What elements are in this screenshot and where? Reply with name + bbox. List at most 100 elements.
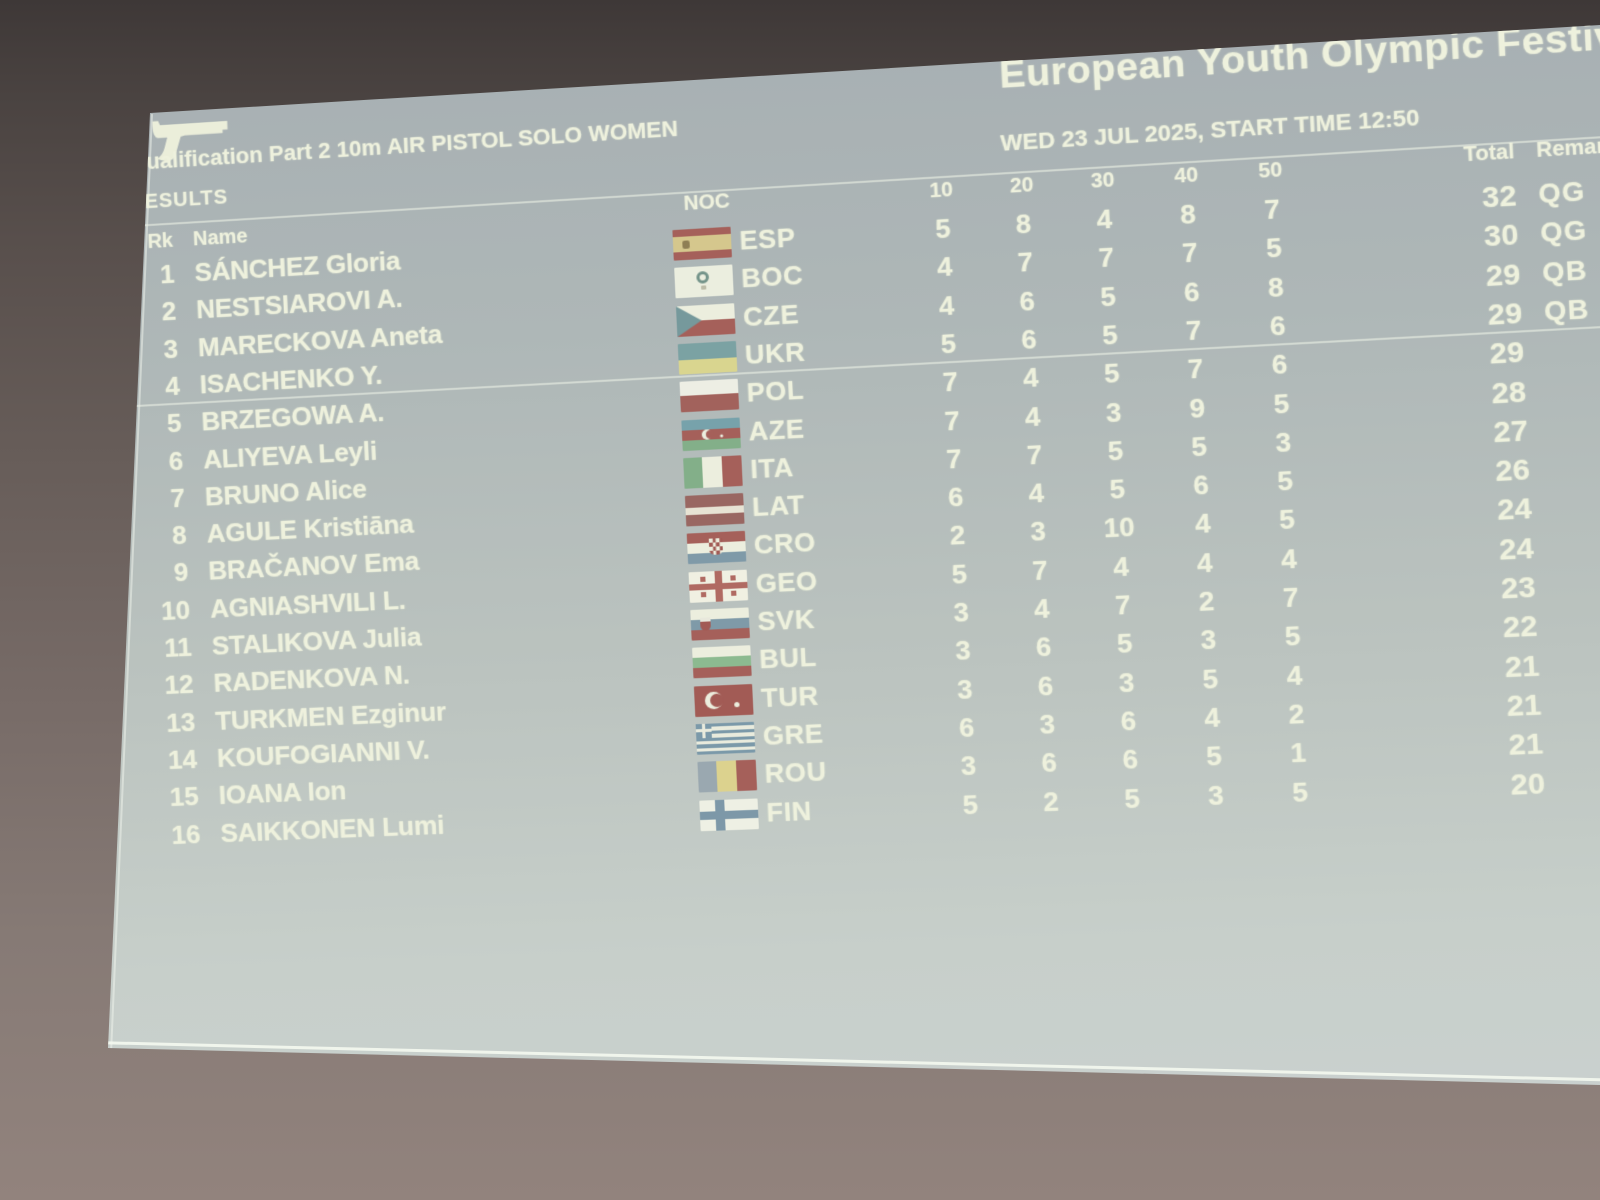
score-cell-50: 8: [1267, 270, 1285, 303]
score-cell-10: 7: [945, 442, 963, 475]
score-cell-40: 5: [1190, 430, 1208, 463]
rank-cell: 14: [167, 743, 198, 775]
noc-cell: AZE: [747, 412, 806, 447]
rank-cell: 2: [161, 295, 177, 327]
total-cell: 28: [1490, 374, 1527, 410]
score-cell-30: 5: [1103, 357, 1121, 390]
score-cell-20: 8: [1015, 207, 1032, 240]
flag-icon-boc: [674, 264, 734, 299]
score-cell-50: 6: [1270, 348, 1289, 381]
score-cell-10: 5: [934, 212, 952, 245]
score-cell-20: 6: [1037, 669, 1054, 702]
noc-cell: LAT: [751, 489, 806, 523]
results-slide: European Youth Olympic Festival Sk Quali…: [108, 25, 1600, 1085]
noc-cell: CZE: [742, 298, 800, 332]
total-cell: 29: [1487, 296, 1523, 331]
noc-cell: UKR: [744, 336, 806, 370]
score-cell-40: 7: [1186, 352, 1204, 385]
flag-icon-ita: [683, 455, 743, 489]
score-cell-10: 5: [940, 327, 957, 360]
remarks-cell: QB: [1541, 253, 1589, 288]
score-cell-40: 4: [1203, 701, 1221, 734]
total-cell: 32: [1481, 179, 1518, 214]
score-cell-10: 5: [950, 557, 968, 590]
score-cell-30: 4: [1112, 550, 1130, 583]
noc-cell: FIN: [765, 794, 813, 828]
total-cell: 29: [1488, 335, 1525, 371]
rank-cell: 11: [163, 631, 193, 663]
score-cell-30: 5: [1107, 434, 1124, 467]
score-cell-20: 3: [1029, 515, 1047, 548]
flag-icon-fin: [699, 797, 759, 831]
header-total: Total: [1462, 140, 1515, 167]
total-cell: 20: [1509, 766, 1546, 801]
header-series-40: 40: [1173, 163, 1199, 188]
score-cell-40: 4: [1194, 507, 1212, 540]
score-cell-10: 3: [960, 750, 977, 782]
score-cell-10: 2: [949, 519, 966, 552]
noc-cell: GEO: [754, 564, 819, 599]
score-cell-30: 6: [1119, 704, 1137, 737]
total-cell: 30: [1483, 218, 1520, 253]
rank-cell: 7: [169, 482, 186, 514]
flag-icon-rou: [697, 759, 758, 793]
total-cell: 23: [1500, 570, 1537, 605]
score-cell-40: 3: [1199, 623, 1217, 656]
rank-cell: 6: [168, 445, 184, 476]
score-cell-10: 6: [958, 711, 976, 744]
score-cell-50: 5: [1265, 232, 1283, 265]
score-cell-20: 6: [1020, 323, 1038, 356]
score-cell-20: 6: [1035, 631, 1053, 663]
score-cell-40: 3: [1207, 778, 1225, 811]
rank-cell: 8: [171, 519, 188, 551]
total-cell: 22: [1502, 609, 1539, 644]
flag-icon-bul: [692, 645, 752, 679]
flag-icon-lat: [684, 493, 745, 527]
score-cell-20: 7: [1016, 246, 1034, 279]
score-cell-50: 1: [1289, 736, 1307, 769]
score-cell-10: 5: [961, 788, 979, 820]
score-cell-10: 4: [938, 289, 955, 322]
score-cell-50: 5: [1284, 620, 1302, 653]
score-cell-20: 4: [1022, 361, 1040, 394]
total-cell: 26: [1494, 453, 1531, 488]
noc-cell: POL: [745, 374, 805, 409]
score-cell-40: 6: [1192, 469, 1210, 501]
score-cell-40: 6: [1183, 275, 1201, 308]
results-label: RESULTS: [128, 186, 229, 215]
rank-cell: 4: [164, 370, 181, 402]
flag-icon-svk: [690, 607, 750, 641]
name-cell: IOANA Ion: [218, 775, 347, 811]
score-cell-30: 6: [1121, 743, 1139, 776]
rank-cell: 5: [166, 407, 183, 439]
flag-icon-cze: [675, 302, 736, 337]
score-cell-10: 7: [943, 404, 961, 437]
total-cell: 21: [1507, 727, 1544, 762]
score-cell-30: 3: [1105, 396, 1123, 428]
pistol-icon: [152, 120, 227, 161]
score-cell-40: 9: [1188, 391, 1206, 424]
rank-cell: 10: [160, 594, 191, 626]
remarks-cell: QG: [1539, 214, 1588, 249]
score-cell-40: 7: [1185, 314, 1203, 347]
score-cell-30: 5: [1116, 627, 1134, 660]
noc-cell: SVK: [756, 603, 816, 637]
score-cell-10: 7: [941, 366, 959, 398]
noc-cell: ITA: [749, 451, 795, 485]
score-cell-50: 4: [1280, 542, 1298, 575]
score-cell-40: 8: [1179, 198, 1197, 231]
score-cell-50: 7: [1282, 581, 1300, 614]
noc-cell: ESP: [738, 221, 797, 256]
score-cell-20: 7: [1026, 438, 1043, 471]
noc-cell: BOC: [740, 259, 804, 294]
score-cell-50: 5: [1278, 503, 1296, 536]
score-cell-50: 2: [1287, 697, 1305, 730]
session-datetime: WED 23 JUL 2025, START TIME 12:50: [999, 104, 1421, 156]
score-cell-10: 3: [956, 673, 974, 705]
rank-cell: 3: [162, 333, 179, 364]
score-cell-30: 10: [1102, 511, 1136, 544]
score-cell-30: 5: [1108, 473, 1126, 506]
header-name: Name: [192, 225, 249, 251]
